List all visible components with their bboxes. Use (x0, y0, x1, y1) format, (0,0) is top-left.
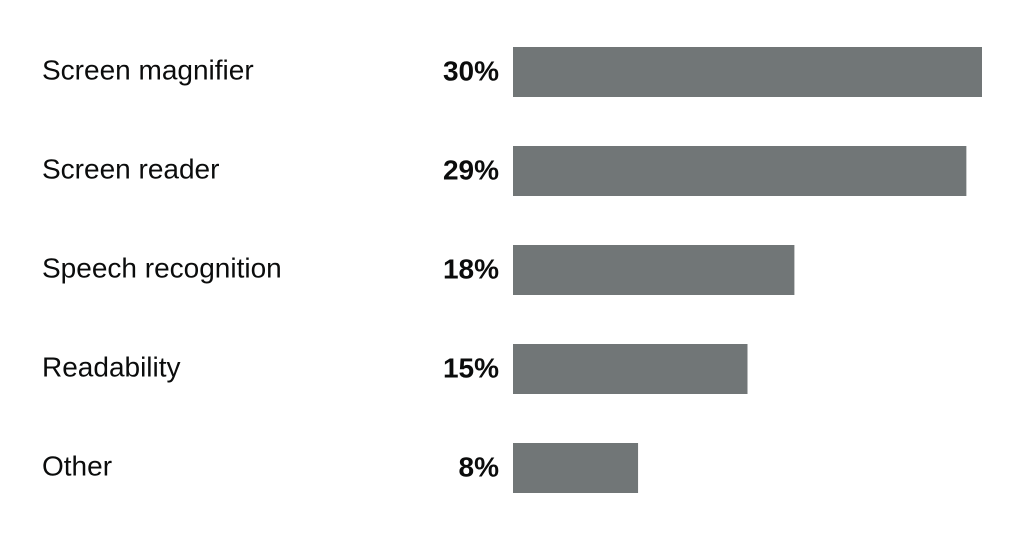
bar (513, 443, 639, 493)
value-label: 18% (443, 253, 499, 284)
bar (513, 146, 967, 196)
bar (513, 344, 748, 394)
bar (513, 47, 982, 97)
value-label: 30% (443, 55, 499, 86)
value-label: 29% (443, 154, 499, 185)
bar (513, 245, 795, 295)
category-label: Screen reader (42, 153, 219, 184)
category-label: Speech recognition (42, 252, 282, 283)
value-label: 8% (459, 451, 500, 482)
category-label: Screen magnifier (42, 54, 254, 85)
category-label: Readability (42, 351, 181, 382)
value-label: 15% (443, 352, 499, 383)
category-label: Other (42, 450, 112, 481)
